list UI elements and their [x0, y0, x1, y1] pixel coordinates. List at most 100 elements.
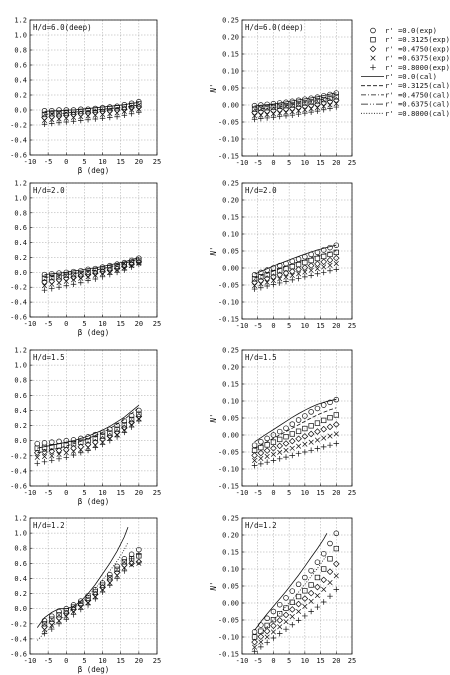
data-point-plus — [41, 630, 48, 637]
x-tick-label: 5 — [287, 322, 291, 330]
panel-annotation: H/d=6.0(deep) — [245, 23, 304, 32]
data-point-cross — [264, 634, 270, 640]
data-point-square — [78, 439, 84, 445]
data-point-plus — [41, 287, 48, 293]
data-point-cross — [41, 453, 48, 460]
data-point-circle — [295, 256, 302, 262]
y-tick-label: -0.15 — [218, 651, 239, 659]
data-point-cross — [333, 261, 339, 267]
data-point-circle — [107, 571, 113, 578]
data-point-plus — [327, 442, 333, 448]
y-tick-label: 0.0 — [14, 437, 27, 445]
data-point-circle — [121, 556, 128, 562]
y-tick-label: 0.10 — [222, 231, 239, 239]
y-tick-label: -0.6 — [10, 314, 27, 322]
data-point-plus — [276, 113, 283, 120]
y-tick-label: 1.0 — [14, 32, 27, 40]
data-point-square — [85, 269, 91, 275]
x-tick-label: -10 — [236, 489, 249, 497]
data-point-square — [99, 106, 106, 112]
legend-label: r' =0.0(exp) — [385, 26, 437, 35]
x-tick-label: -5 — [44, 320, 52, 328]
data-point-square — [114, 263, 120, 270]
data-point-circle — [314, 94, 321, 100]
x-tick-label: 0 — [271, 489, 275, 497]
panel-annotation: H/d=2.0 — [33, 186, 65, 195]
data-point-square — [302, 100, 308, 106]
legend: r' =0.0(exp)r' =0.3125(exp)r' =0.4750(ex… — [361, 26, 450, 118]
data-point-cross — [114, 110, 120, 116]
data-point-plus — [107, 582, 113, 589]
data-point-circle — [270, 100, 277, 107]
data-point-square — [321, 566, 327, 572]
series-line-dotted — [37, 542, 129, 641]
data-point-cross — [308, 439, 314, 445]
data-point-cross — [314, 266, 320, 272]
data-point-diamond — [301, 433, 309, 440]
x-tick-label: -10 — [24, 657, 37, 665]
legend-label: r' =0.0(cal) — [385, 72, 437, 81]
y-axis-label: N' — [209, 246, 218, 256]
legend-label: r' =0.4750(cal) — [385, 90, 450, 99]
data-point-square — [302, 588, 308, 594]
data-point-square — [251, 106, 258, 112]
data-point-square — [85, 108, 91, 114]
x-tick-label: -5 — [44, 657, 52, 665]
data-point-circle — [41, 440, 48, 446]
data-point-plus — [121, 267, 128, 273]
data-point-cross — [70, 609, 77, 615]
data-point-circle — [320, 550, 327, 557]
x-tick-label: 0 — [271, 159, 275, 167]
data-point-square — [277, 268, 283, 274]
data-point-plus — [283, 278, 289, 285]
data-point-square — [327, 251, 333, 258]
data-point-cross — [100, 271, 106, 277]
data-point-plus — [136, 551, 142, 558]
data-point-cross — [270, 451, 276, 457]
data-point-cross — [264, 111, 270, 118]
data-point-plus — [276, 630, 283, 637]
data-point-cross — [321, 435, 327, 441]
data-point-square — [327, 556, 333, 562]
y-tick-label: 1.0 — [14, 530, 27, 538]
legend-entry: r' =0.0(cal) — [361, 72, 437, 81]
data-point-cross — [70, 114, 77, 121]
data-point-square — [92, 268, 98, 274]
legend-entry: r' =0.3125(exp) — [370, 35, 450, 44]
data-point-cross — [85, 113, 91, 119]
data-point-circle — [270, 432, 277, 438]
data-point-diamond — [251, 109, 258, 116]
y-tick-label: 0.05 — [222, 248, 239, 256]
legend-label: r' =0.8000(cal) — [385, 109, 450, 118]
y-tick-label: -0.2 — [10, 284, 27, 292]
data-point-diamond — [288, 606, 296, 613]
y-tick-label: 0.4 — [14, 407, 27, 415]
data-point-circle — [302, 574, 308, 581]
data-point-square — [333, 412, 339, 418]
data-point-circle — [121, 418, 128, 424]
data-point-plus — [333, 266, 340, 273]
x-tick-label: 0 — [64, 489, 68, 497]
data-point-circle — [251, 272, 258, 278]
data-point-square — [41, 275, 48, 281]
data-point-plus — [308, 447, 314, 454]
data-point-diamond — [270, 444, 277, 452]
y-tick-label: 1.2 — [14, 515, 27, 523]
data-point-plus — [258, 644, 264, 650]
data-point-circle — [56, 107, 62, 113]
data-point-cross — [308, 598, 314, 604]
plot-frame — [29, 19, 158, 156]
data-point-plus — [276, 280, 283, 286]
legend-entry: r' =0.6375(cal) — [361, 100, 450, 109]
data-point-diamond — [295, 435, 302, 443]
data-point-circle — [78, 435, 84, 442]
y-tick-label: -0.05 — [218, 282, 239, 290]
data-point-plus — [333, 104, 340, 110]
data-point-plus — [78, 449, 84, 456]
data-point-square — [99, 433, 106, 439]
data-point-square — [99, 582, 106, 588]
data-point-square — [85, 438, 91, 444]
data-point-plus — [320, 599, 327, 605]
data-point-square — [308, 423, 314, 429]
